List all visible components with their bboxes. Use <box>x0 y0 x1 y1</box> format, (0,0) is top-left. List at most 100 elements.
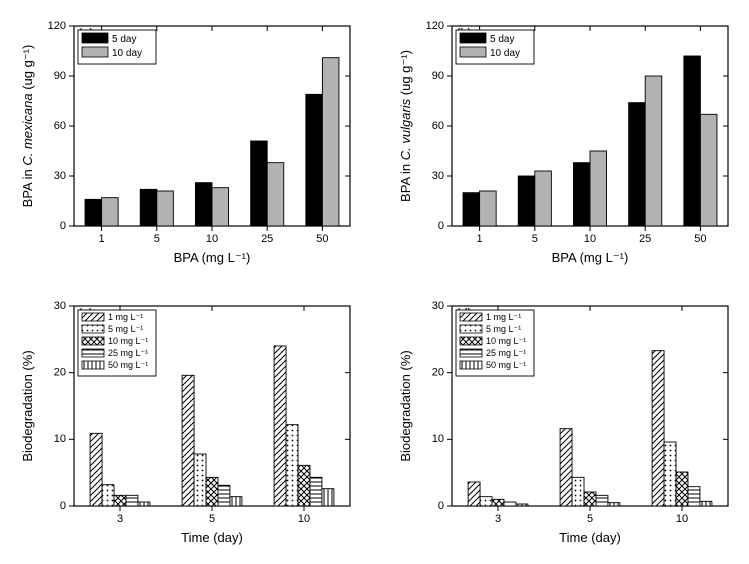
legend-swatch <box>460 313 482 321</box>
legend-swatch <box>460 325 482 333</box>
bar <box>195 183 212 226</box>
bar <box>596 495 608 506</box>
bar <box>684 56 701 226</box>
legend-swatch <box>460 349 482 357</box>
legend-label: 50 mg L⁻¹ <box>108 360 148 370</box>
bar <box>230 497 242 506</box>
x-tick-label: 10 <box>676 513 688 525</box>
bar <box>102 198 119 226</box>
y-tick-label: 0 <box>438 500 444 512</box>
legend-swatch <box>82 349 104 357</box>
y-axis-label: BPA in C. vulgaris (ug g⁻¹) <box>398 50 413 202</box>
y-tick-label: 60 <box>432 120 444 132</box>
legend-swatch <box>82 325 104 333</box>
bar <box>194 454 206 506</box>
y-tick-label: 20 <box>432 367 444 379</box>
x-tick-label: 10 <box>584 233 596 245</box>
panel-c: (c)01020303510Time (day)Biodegradation (… <box>10 288 360 550</box>
legend-label: 10 day <box>490 48 520 59</box>
bar <box>126 495 138 506</box>
bar <box>572 477 584 506</box>
y-tick-label: 0 <box>438 220 444 232</box>
bar <box>480 497 492 506</box>
x-tick-label: 10 <box>206 233 218 245</box>
bar <box>310 477 322 506</box>
legend-label: 10 mg L⁻¹ <box>108 336 148 346</box>
bar <box>267 163 284 226</box>
bar <box>535 171 552 226</box>
bar <box>218 485 230 506</box>
bar <box>251 141 268 226</box>
legend-label: 5 mg L⁻¹ <box>108 324 143 334</box>
legend-label: 50 mg L⁻¹ <box>486 360 526 370</box>
legend-swatch <box>82 337 104 345</box>
x-tick-label: 50 <box>316 233 328 245</box>
y-tick-label: 90 <box>432 70 444 82</box>
legend-label: 1 mg L⁻¹ <box>486 312 521 322</box>
bar <box>274 346 286 506</box>
y-tick-label: 30 <box>432 170 444 182</box>
figure: (a)030609012015102550BPA (mg L⁻¹)BPA in … <box>0 0 749 564</box>
legend-label: 5 day <box>490 34 514 45</box>
bar <box>298 465 310 506</box>
y-tick-label: 0 <box>60 220 66 232</box>
bar <box>504 502 516 506</box>
x-tick-label: 3 <box>495 513 501 525</box>
x-tick-label: 50 <box>694 233 706 245</box>
legend-label: 10 mg L⁻¹ <box>486 336 526 346</box>
y-tick-label: 10 <box>432 433 444 445</box>
y-tick-label: 60 <box>54 120 66 132</box>
y-tick-label: 90 <box>54 70 66 82</box>
bar <box>206 477 218 506</box>
y-tick-label: 30 <box>54 170 66 182</box>
bar <box>102 485 114 506</box>
panel-b: (b)030609012015102550BPA (mg L⁻¹)BPA in … <box>388 8 738 270</box>
legend-label: 25 mg L⁻¹ <box>486 348 526 358</box>
bar <box>516 504 528 506</box>
bar <box>157 191 174 226</box>
legend-swatch <box>82 361 104 369</box>
bar <box>518 176 535 226</box>
bar <box>652 351 664 506</box>
bar <box>573 163 590 226</box>
bar <box>688 487 700 506</box>
bar <box>468 482 480 506</box>
panel-a: (a)030609012015102550BPA (mg L⁻¹)BPA in … <box>10 8 360 270</box>
y-tick-label: 120 <box>426 20 444 32</box>
bar <box>286 425 298 506</box>
bar <box>182 375 194 506</box>
legend-label: 1 mg L⁻¹ <box>108 312 143 322</box>
legend-swatch <box>82 33 108 43</box>
y-axis-label: BPA in C. mexicana (ug g⁻¹) <box>20 45 35 208</box>
bar <box>322 489 334 506</box>
y-tick-label: 120 <box>48 20 66 32</box>
legend-swatch <box>460 361 482 369</box>
legend-label: 5 mg L⁻¹ <box>486 324 521 334</box>
y-tick-label: 0 <box>60 500 66 512</box>
x-tick-label: 10 <box>298 513 310 525</box>
legend-swatch <box>82 313 104 321</box>
x-tick-label: 25 <box>261 233 273 245</box>
y-axis-label: Biodegradation (%) <box>398 350 413 461</box>
y-tick-label: 10 <box>54 433 66 445</box>
x-tick-label: 1 <box>99 233 105 245</box>
bar <box>85 199 102 226</box>
x-axis-label: Time (day) <box>559 530 621 545</box>
legend-swatch <box>82 47 108 57</box>
bar <box>700 501 712 506</box>
bar <box>560 429 572 506</box>
x-axis-label: BPA (mg L⁻¹) <box>552 250 629 265</box>
x-tick-label: 5 <box>209 513 215 525</box>
legend-swatch <box>460 337 482 345</box>
y-tick-label: 30 <box>432 300 444 312</box>
bar <box>322 58 339 226</box>
bar <box>608 503 620 506</box>
x-tick-label: 5 <box>532 233 538 245</box>
x-tick-label: 3 <box>117 513 123 525</box>
bar <box>629 103 646 226</box>
bar <box>463 193 480 226</box>
bar <box>700 114 717 226</box>
y-axis-label: Biodegradation (%) <box>20 350 35 461</box>
bar <box>138 502 150 506</box>
bar <box>114 495 126 506</box>
